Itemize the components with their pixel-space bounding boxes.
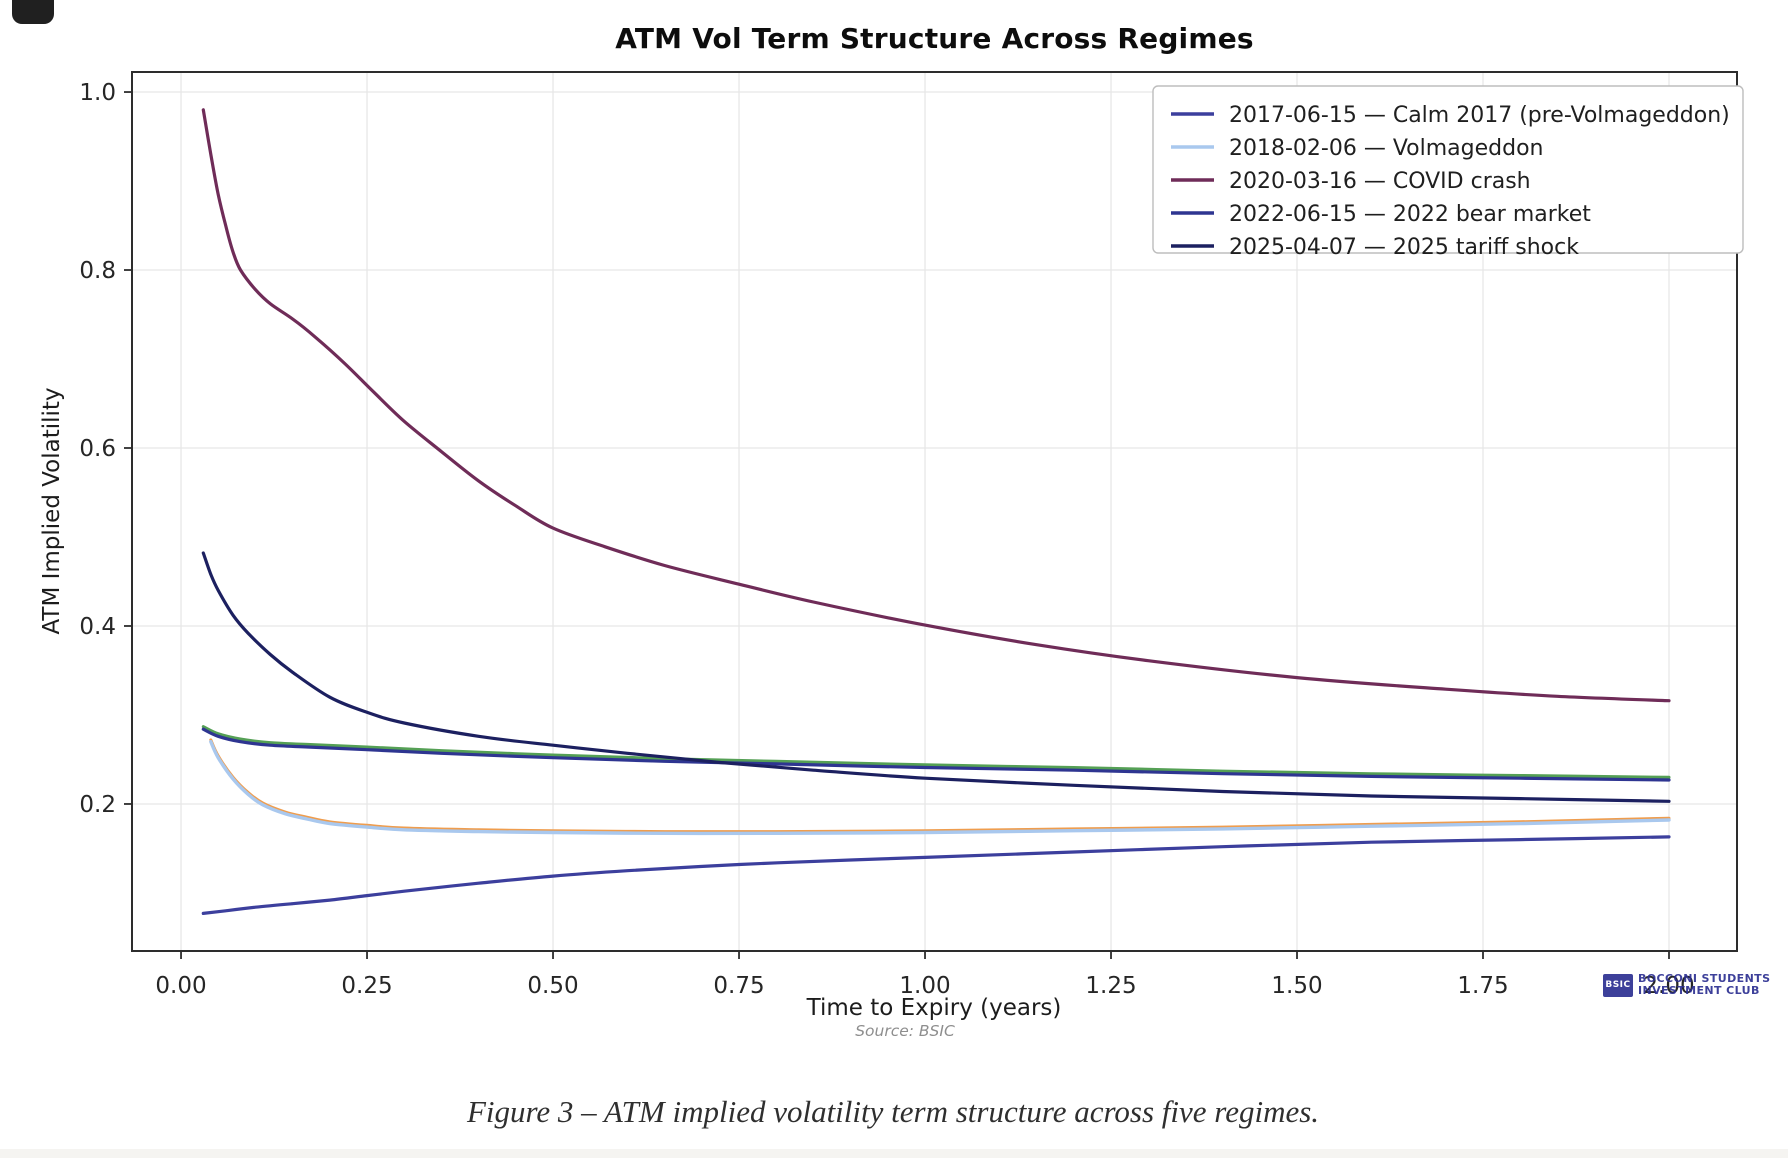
series-overplot-green-line xyxy=(201,725,1671,779)
plot-border xyxy=(131,71,1738,952)
bsic-logo-icon: BSIC xyxy=(1603,973,1633,997)
bsic-logo-text: BOCCONI STUDENTS INVESTMENT CLUB xyxy=(1638,972,1771,998)
y-tick-label: 0.4 xyxy=(79,614,116,640)
series-bear-2022-line xyxy=(201,727,1671,782)
legend-label-calm-2017: 2017-06-15 — Calm 2017 (pre-Volmageddon) xyxy=(1229,103,1730,128)
series-calm-2017-line xyxy=(201,835,1671,915)
x-tick-label: 0.25 xyxy=(341,973,392,999)
x-axis-label: Time to Expiry (years) xyxy=(806,995,1062,1021)
legend-label-volmageddon: 2018-02-06 — Volmageddon xyxy=(1229,136,1544,161)
bsic-logo-line1: BOCCONI STUDENTS xyxy=(1638,972,1771,985)
x-tick-label: 0.75 xyxy=(713,973,764,999)
x-tick-label: 0.50 xyxy=(527,973,578,999)
y-tick-label: 1.0 xyxy=(79,80,116,106)
chart-title: ATM Vol Term Structure Across Regimes xyxy=(615,22,1254,55)
bsic-logo-line2: INVESTMENT CLUB xyxy=(1638,984,1760,998)
x-tick-label: 1.75 xyxy=(1457,973,1508,999)
x-tick-label: 1.25 xyxy=(1085,973,1136,999)
x-tick-label: 2.00 xyxy=(1643,973,1694,999)
legend-label-bear-2022: 2022-06-15 — 2022 bear market xyxy=(1229,202,1591,227)
x-tick-label: 1.00 xyxy=(899,973,950,999)
y-tick-label: 0.2 xyxy=(79,792,116,818)
series-tariff-2025-line xyxy=(201,551,1671,803)
x-tick-label: 0.00 xyxy=(155,973,206,999)
bottom-strip xyxy=(0,1149,1788,1158)
series-covid-crash-line xyxy=(201,108,1671,703)
legend-label-covid-crash: 2020-03-16 — COVID crash xyxy=(1229,169,1531,194)
legend-box xyxy=(1152,85,1744,254)
y-tick-label: 0.6 xyxy=(79,436,116,462)
x-tick-label: 1.50 xyxy=(1271,973,1322,999)
source-note: Source: BSIC xyxy=(855,1022,955,1040)
y-tick-label: 0.8 xyxy=(79,258,116,284)
bsic-logo: BSIC BOCCONI STUDENTS INVESTMENT CLUB xyxy=(1603,972,1771,998)
term-structure-chart: 0.00 0.25 0.50 0.75 1.00 1.25 1.50 1.75 2.00 0.2 0… xyxy=(79,71,1744,999)
legend-label-tariff-2025: 2025-04-07 — 2025 tariff shock xyxy=(1229,235,1579,260)
page-corner-artifact xyxy=(12,0,54,24)
series-volmageddon-line xyxy=(209,740,1671,836)
figure-caption: Figure 3 – ATM implied volatility term s… xyxy=(466,1094,1320,1129)
